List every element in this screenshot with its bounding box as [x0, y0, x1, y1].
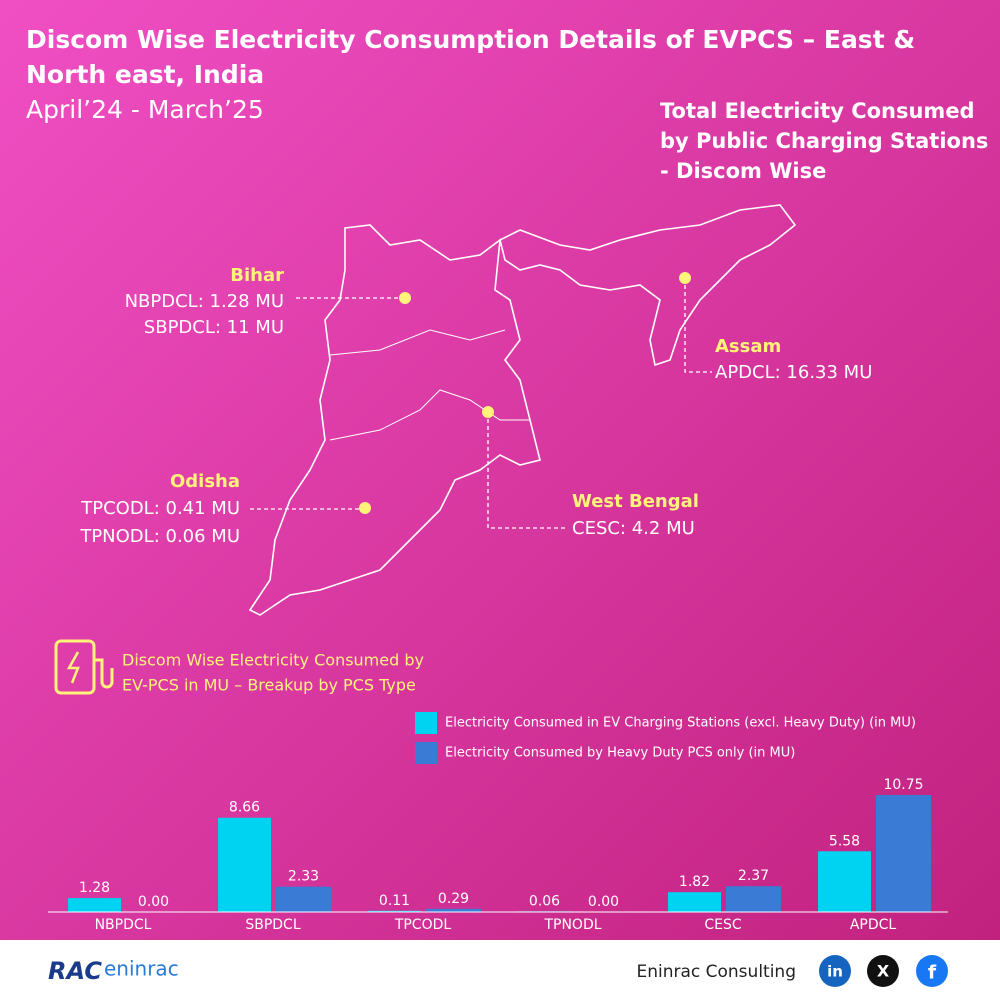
bar [818, 851, 871, 912]
map-title: Total Electricity Consumed [660, 99, 975, 123]
x-tick-label: NBPDCL [95, 917, 152, 933]
region-value: SBPDCL: 11 MU [144, 317, 284, 338]
map-dots [359, 272, 691, 514]
value-label: 2.33 [288, 869, 319, 885]
linkedin-icon[interactable]: in [827, 963, 843, 981]
value-label: 1.82 [679, 874, 710, 890]
region-name: Odisha [170, 471, 240, 492]
map [248, 204, 797, 616]
region-name: Bihar [230, 265, 284, 286]
x-tick-label: CESC [704, 917, 742, 933]
bar [726, 886, 781, 912]
bar [276, 886, 331, 912]
value-label: 5.58 [829, 833, 860, 849]
value-label: 10.75 [883, 777, 923, 793]
logo: eninrac [104, 957, 179, 981]
title: North east, India [26, 60, 264, 89]
value-label: 2.37 [738, 868, 769, 884]
x-tick-label: APDCL [850, 917, 897, 933]
charger-icon [54, 639, 114, 695]
value-label: 1.28 [79, 880, 110, 896]
legend-swatch [415, 742, 437, 764]
value-label: 8.66 [229, 800, 260, 816]
legend-label: Electricity Consumed by Heavy Duty PCS o… [445, 746, 795, 761]
value-label: 0.11 [379, 893, 410, 909]
value-label: 0.29 [438, 891, 469, 907]
x-tick-label: TPCODL [394, 917, 452, 933]
leader-lines [250, 278, 712, 529]
region-name: Assam [715, 336, 781, 357]
value-label: 0.00 [138, 894, 169, 910]
region-value: TPNODL: 0.06 MU [79, 526, 240, 547]
region-value: TPCODL: 0.41 MU [80, 498, 240, 519]
region-value: APDCL: 16.33 MU [715, 362, 872, 383]
value-label: 0.00 [588, 894, 619, 910]
x-tick-label: SBPDCL [245, 917, 300, 933]
region-value: NBPDCL: 1.28 MU [125, 291, 284, 312]
title: Discom Wise Electricity Consumption Deta… [26, 25, 915, 54]
bar [368, 910, 421, 912]
linkedin-icon[interactable] [819, 955, 851, 987]
map-title: by Public Charging Stations [660, 129, 988, 153]
bar [426, 908, 481, 912]
x-icon[interactable]: X [877, 962, 890, 981]
bar-chart: Electricity Consumed in EV Charging Stat… [48, 712, 948, 933]
region-value: CESC: 4.2 MU [572, 518, 695, 539]
section-title: EV-PCS in MU – Breakup by PCS Type [122, 676, 416, 695]
section-title: Discom Wise Electricity Consumed by [122, 651, 424, 670]
map-title: - Discom Wise [660, 159, 826, 183]
bar [668, 892, 721, 912]
bar [218, 817, 271, 912]
bar [68, 898, 121, 912]
company: Eninrac Consulting [636, 962, 796, 982]
facebook-icon[interactable] [916, 955, 948, 987]
logo: RAC [48, 957, 102, 985]
legend-swatch [415, 712, 437, 734]
bar [876, 795, 931, 912]
facebook-icon[interactable]: f [928, 962, 937, 984]
period: April’24 - March’25 [26, 95, 264, 124]
x-icon[interactable] [867, 955, 899, 987]
x-tick-label: TPNODL [543, 917, 601, 933]
legend-label: Electricity Consumed in EV Charging Stat… [445, 716, 916, 731]
region-name: West Bengal [572, 491, 699, 512]
value-label: 0.06 [529, 893, 560, 909]
